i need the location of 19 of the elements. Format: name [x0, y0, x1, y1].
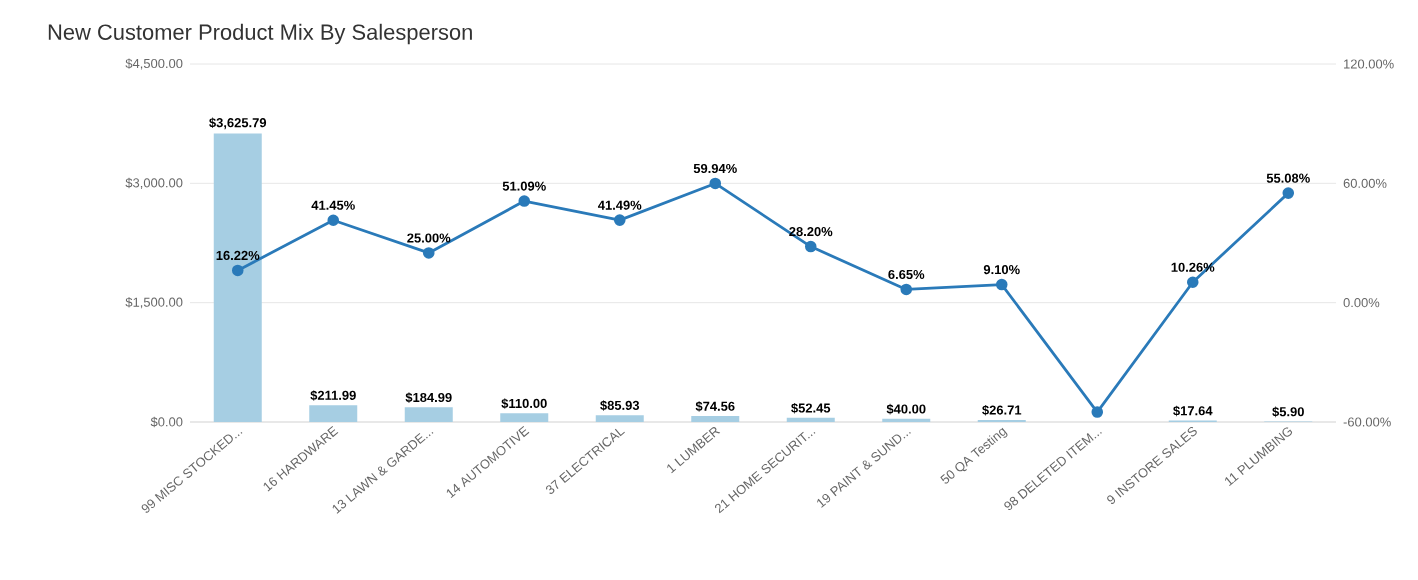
point [900, 283, 913, 296]
point [995, 278, 1008, 291]
bar [691, 416, 740, 422]
point [422, 247, 435, 259]
point [231, 264, 244, 277]
point [1282, 187, 1295, 199]
bar [595, 415, 644, 422]
bar [213, 133, 262, 422]
point [613, 214, 626, 226]
point [1186, 276, 1199, 289]
point [327, 214, 340, 227]
point [709, 177, 722, 190]
bar [500, 413, 549, 422]
chart-title: New Customer Product Mix By Salesperson [48, 23, 472, 45]
bar [404, 407, 453, 422]
bar [309, 405, 358, 422]
point [1091, 406, 1104, 418]
point [804, 240, 817, 253]
point [518, 195, 531, 207]
